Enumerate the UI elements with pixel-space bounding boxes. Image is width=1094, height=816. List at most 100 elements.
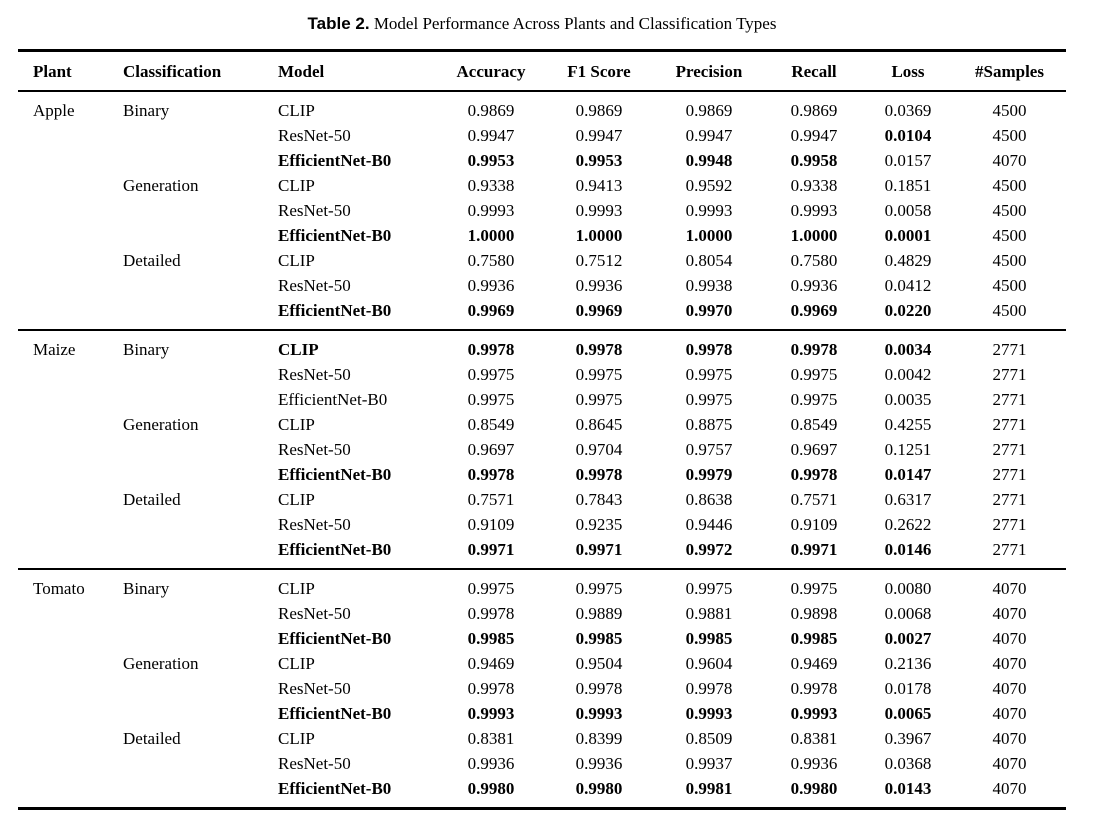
f1-score-cell: 0.9978 bbox=[545, 329, 653, 362]
table-row: ResNet-50 0.9936 0.9936 0.9937 0.9936 0.0368 4… bbox=[18, 751, 1066, 776]
model-cell: CLIP bbox=[278, 490, 315, 509]
col-header-classification: Classification bbox=[123, 62, 222, 81]
f1-score-cell: 1.0000 bbox=[575, 226, 623, 245]
model-cell: ResNet-50 bbox=[278, 440, 351, 459]
loss-cell: 0.2136 bbox=[884, 654, 932, 673]
model-cell: EfficientNet-B0 bbox=[278, 465, 392, 484]
recall-cell: 0.9980 bbox=[790, 779, 838, 798]
precision-cell: 0.9592 bbox=[685, 176, 733, 195]
recall-cell: 0.9978 bbox=[790, 465, 838, 484]
f1-score-cell: 0.9936 bbox=[575, 754, 623, 773]
accuracy-cell: 0.9975 bbox=[467, 365, 515, 384]
accuracy-cell: 0.9869 bbox=[467, 101, 515, 120]
loss-cell: 0.0104 bbox=[884, 126, 932, 145]
classification-cell bbox=[110, 437, 265, 462]
f1-score-cell: 0.9969 bbox=[575, 301, 623, 320]
table-caption-text: Model Performance Across Plants and Clas… bbox=[373, 14, 777, 33]
model-cell: EfficientNet-B0 bbox=[278, 226, 392, 245]
model-cell: EfficientNet-B0 bbox=[278, 390, 388, 409]
precision-cell: 0.9981 bbox=[685, 779, 733, 798]
loss-cell: 0.1251 bbox=[884, 440, 932, 459]
model-cell: EfficientNet-B0 bbox=[278, 301, 392, 320]
table-row: Detailed CLIP 0.7571 0.7843 0.8638 0.7571 0.63… bbox=[18, 487, 1066, 512]
f1-score-cell: 0.9978 bbox=[575, 679, 623, 698]
accuracy-cell: 0.7580 bbox=[467, 251, 515, 270]
f1-score-cell: 0.9975 bbox=[575, 390, 623, 409]
accuracy-cell: 0.9985 bbox=[467, 629, 515, 648]
classification-cell bbox=[110, 751, 265, 776]
accuracy-cell: 0.9953 bbox=[467, 151, 515, 170]
samples-cell: 4070 bbox=[992, 704, 1027, 723]
loss-cell: 0.0368 bbox=[884, 754, 932, 773]
model-cell: ResNet-50 bbox=[278, 515, 351, 534]
plant-cell bbox=[18, 701, 110, 726]
classification-cell: Generation bbox=[123, 654, 199, 673]
plant-cell: Maize bbox=[18, 329, 110, 362]
col-header-precision: Precision bbox=[675, 62, 743, 81]
loss-cell: 0.0369 bbox=[884, 101, 932, 120]
f1-score-cell: 0.9993 bbox=[575, 201, 623, 220]
table-row: Maize Binary CLIP 0.9978 0.9978 0.9978 0.9978 0… bbox=[18, 329, 1066, 362]
recall-cell: 0.9697 bbox=[790, 440, 838, 459]
precision-cell: 0.9757 bbox=[685, 440, 733, 459]
classification-cell bbox=[110, 701, 265, 726]
plant-cell bbox=[18, 387, 110, 412]
recall-cell: 0.9969 bbox=[790, 301, 838, 320]
col-header-f1-score: F1 Score bbox=[567, 62, 631, 81]
table-row: Apple Binary CLIP 0.9869 0.9869 0.9869 0.9869 0… bbox=[18, 91, 1066, 123]
loss-cell: 0.0001 bbox=[884, 226, 932, 245]
classification-cell bbox=[110, 512, 265, 537]
accuracy-cell: 0.9978 bbox=[467, 679, 515, 698]
table-row: ResNet-50 0.9993 0.9993 0.9993 0.9993 0.0058 4… bbox=[18, 198, 1066, 223]
classification-cell bbox=[110, 601, 265, 626]
recall-cell: 0.9936 bbox=[790, 754, 838, 773]
precision-cell: 0.8875 bbox=[685, 415, 733, 434]
accuracy-cell: 0.9978 bbox=[467, 465, 515, 484]
table-row: EfficientNet-B0 0.9980 0.9980 0.9981 0.9980 0… bbox=[18, 776, 1066, 809]
model-cell: CLIP bbox=[278, 101, 315, 120]
table-row: EfficientNet-B0 1.0000 1.0000 1.0000 1.0000 0… bbox=[18, 223, 1066, 248]
classification-cell bbox=[110, 123, 265, 148]
precision-cell: 0.9979 bbox=[685, 465, 733, 484]
precision-cell: 0.9978 bbox=[685, 679, 733, 698]
accuracy-cell: 0.9980 bbox=[467, 779, 515, 798]
plant-cell bbox=[18, 726, 110, 751]
samples-cell: 4070 bbox=[992, 679, 1027, 698]
samples-cell: 2771 bbox=[992, 540, 1027, 559]
samples-cell: 2771 bbox=[992, 490, 1027, 509]
classification-cell: Detailed bbox=[123, 490, 181, 509]
plant-cell: Apple bbox=[33, 101, 75, 120]
model-cell: CLIP bbox=[278, 729, 315, 748]
loss-cell: 0.0080 bbox=[863, 568, 953, 601]
classification-cell bbox=[110, 462, 265, 487]
plant-cell bbox=[18, 487, 110, 512]
accuracy-cell: 0.9947 bbox=[467, 126, 515, 145]
loss-cell: 0.0146 bbox=[884, 540, 932, 559]
classification-cell: Binary bbox=[123, 101, 170, 120]
table-row: Generation CLIP 0.8549 0.8645 0.8875 0.8549 0.… bbox=[18, 412, 1066, 437]
precision-cell: 0.9948 bbox=[685, 151, 733, 170]
samples-cell: 4070 bbox=[992, 729, 1027, 748]
plant-cell bbox=[18, 148, 110, 173]
samples-cell: 2771 bbox=[992, 390, 1027, 409]
f1-score-cell: 0.9993 bbox=[575, 704, 623, 723]
loss-cell: 0.0058 bbox=[884, 201, 932, 220]
table-row: ResNet-50 0.9975 0.9975 0.9975 0.9975 0.0042 2… bbox=[18, 362, 1066, 387]
accuracy-cell: 0.8381 bbox=[467, 729, 515, 748]
samples-cell: 4070 bbox=[992, 604, 1027, 623]
model-cell: ResNet-50 bbox=[278, 276, 351, 295]
f1-score-cell: 0.9978 bbox=[575, 465, 623, 484]
table-row: Detailed CLIP 0.8381 0.8399 0.8509 0.8381 0.39… bbox=[18, 726, 1066, 751]
classification-cell bbox=[110, 148, 265, 173]
model-cell: ResNet-50 bbox=[278, 201, 351, 220]
table-row: EfficientNet-B0 0.9978 0.9978 0.9979 0.9978 0… bbox=[18, 462, 1066, 487]
loss-cell: 0.0157 bbox=[884, 151, 932, 170]
precision-cell: 0.9978 bbox=[653, 329, 765, 362]
accuracy-cell: 0.9936 bbox=[467, 754, 515, 773]
samples-cell: 2771 bbox=[992, 440, 1027, 459]
f1-score-cell: 0.9235 bbox=[575, 515, 623, 534]
table-row: Tomato Binary CLIP 0.9975 0.9975 0.9975 0.9975… bbox=[18, 568, 1066, 601]
plant-cell: Tomato bbox=[18, 568, 110, 601]
accuracy-cell: 1.0000 bbox=[467, 226, 515, 245]
accuracy-cell: 0.9993 bbox=[467, 704, 515, 723]
